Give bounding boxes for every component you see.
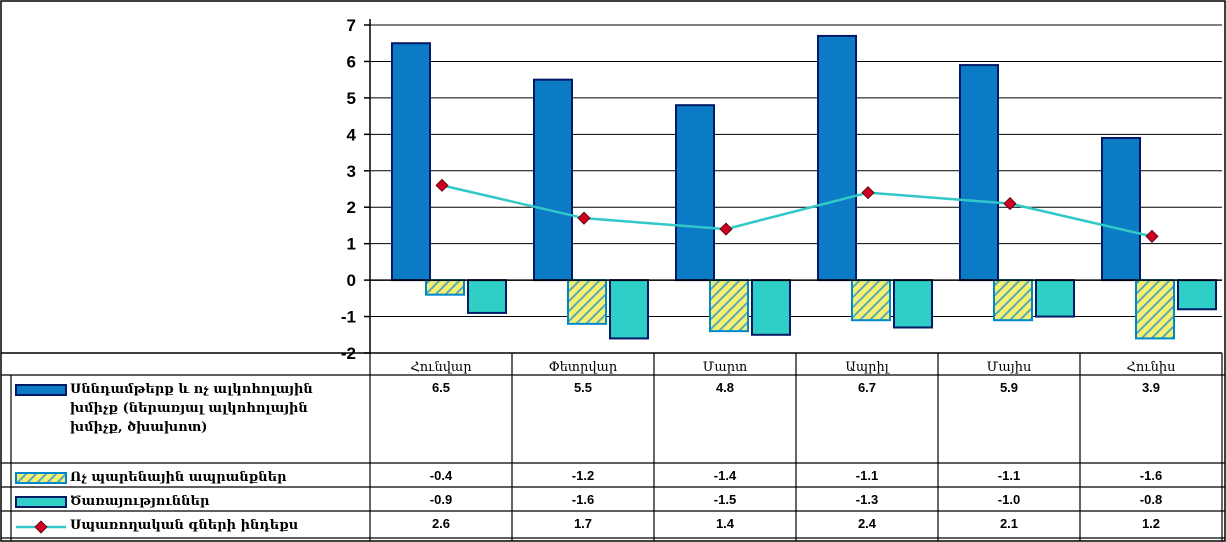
- data-label: 5.5: [574, 380, 592, 395]
- x-tick-label: Մայիս: [987, 360, 1032, 375]
- legend-label: Ոչ պարենային ապրանքներ: [70, 470, 287, 485]
- bar-series-3: [467, 279, 507, 314]
- x-tick-label: Հունվար: [410, 360, 472, 375]
- legend-label: խմիչք (ներառյալ ալկոհոլային: [70, 401, 308, 416]
- x-tick-label: Հունիս: [1127, 360, 1176, 375]
- y-tick-label: 3: [347, 162, 356, 181]
- line-marker: [861, 186, 875, 200]
- legend-label: Ծառայություններ: [70, 494, 210, 509]
- data-label: -0.9: [430, 492, 452, 507]
- line-marker: [577, 211, 591, 225]
- bar-series-3: [751, 279, 791, 336]
- bar-series-3: [1035, 279, 1075, 318]
- data-label: -1.0: [998, 492, 1020, 507]
- legend-key-marker: [34, 520, 48, 534]
- data-label: 6.5: [432, 380, 450, 395]
- y-tick-label: 7: [347, 16, 356, 35]
- bar-series-2: [709, 279, 749, 333]
- data-label: -1.4: [714, 468, 737, 483]
- data-label: 3.9: [1142, 380, 1160, 395]
- bar-series-3: [609, 279, 649, 340]
- legend-label: խմիչք, ծխախոտ): [70, 420, 207, 435]
- data-label: -1.1: [856, 468, 878, 483]
- data-label: 5.9: [1000, 380, 1018, 395]
- y-tick-label: -1: [341, 308, 356, 327]
- y-tick-label: 2: [347, 198, 356, 217]
- data-label: 4.8: [716, 380, 734, 395]
- data-label: 1.7: [574, 516, 592, 531]
- bar-series-2: [425, 279, 465, 296]
- y-tick-label: 1: [347, 235, 356, 254]
- bar-series-1: [675, 104, 715, 282]
- bar-series-1: [391, 42, 431, 282]
- data-label: -0.8: [1140, 492, 1162, 507]
- bar-series-2: [1135, 279, 1175, 340]
- bar-series-1: [959, 64, 999, 282]
- data-label: -1.1: [998, 468, 1020, 483]
- x-tick-label: Մարտ: [703, 360, 747, 375]
- y-tick-label: 4: [347, 125, 357, 144]
- series-line: [441, 184, 1153, 238]
- legend-label: Սննդամթերք և ոչ ալկոհոլային: [70, 382, 313, 397]
- bar-series-1: [1101, 136, 1141, 282]
- data-label: 2.1: [1000, 516, 1018, 531]
- line-marker: [1003, 197, 1017, 211]
- legend-key-box: [15, 472, 67, 484]
- bar-series-2: [851, 279, 891, 322]
- data-label: 1.2: [1142, 516, 1160, 531]
- bar-series-3: [893, 279, 933, 329]
- line-marker: [435, 178, 449, 192]
- bar-series-1: [533, 78, 573, 282]
- data-label: -0.4: [430, 468, 453, 483]
- data-label: -1.6: [572, 492, 594, 507]
- bar-series-3: [1177, 279, 1217, 311]
- legend-label: Սպառողական գների ինդեքս: [70, 518, 298, 533]
- y-tick-label: 5: [347, 89, 356, 108]
- x-tick-label: Փետրվար: [549, 360, 618, 375]
- y-tick-label: 0: [347, 271, 356, 290]
- data-label: -1.5: [714, 492, 736, 507]
- data-label: 2.6: [432, 516, 450, 531]
- data-label: 6.7: [858, 380, 876, 395]
- bar-series-2: [567, 279, 607, 325]
- legend-key-box: [15, 384, 67, 396]
- y-tick-label: 6: [347, 52, 356, 71]
- line-marker: [719, 222, 733, 236]
- data-label: -1.2: [572, 468, 594, 483]
- data-label: -1.3: [856, 492, 878, 507]
- bar-series-1: [817, 34, 857, 282]
- data-label: -1.6: [1140, 468, 1162, 483]
- data-label: 1.4: [716, 516, 735, 531]
- data-label: 2.4: [858, 516, 877, 531]
- x-tick-label: Ապրիլ: [845, 360, 890, 375]
- legend-key-box: [15, 496, 67, 508]
- bar-series-2: [993, 279, 1033, 322]
- line-marker: [1145, 229, 1159, 243]
